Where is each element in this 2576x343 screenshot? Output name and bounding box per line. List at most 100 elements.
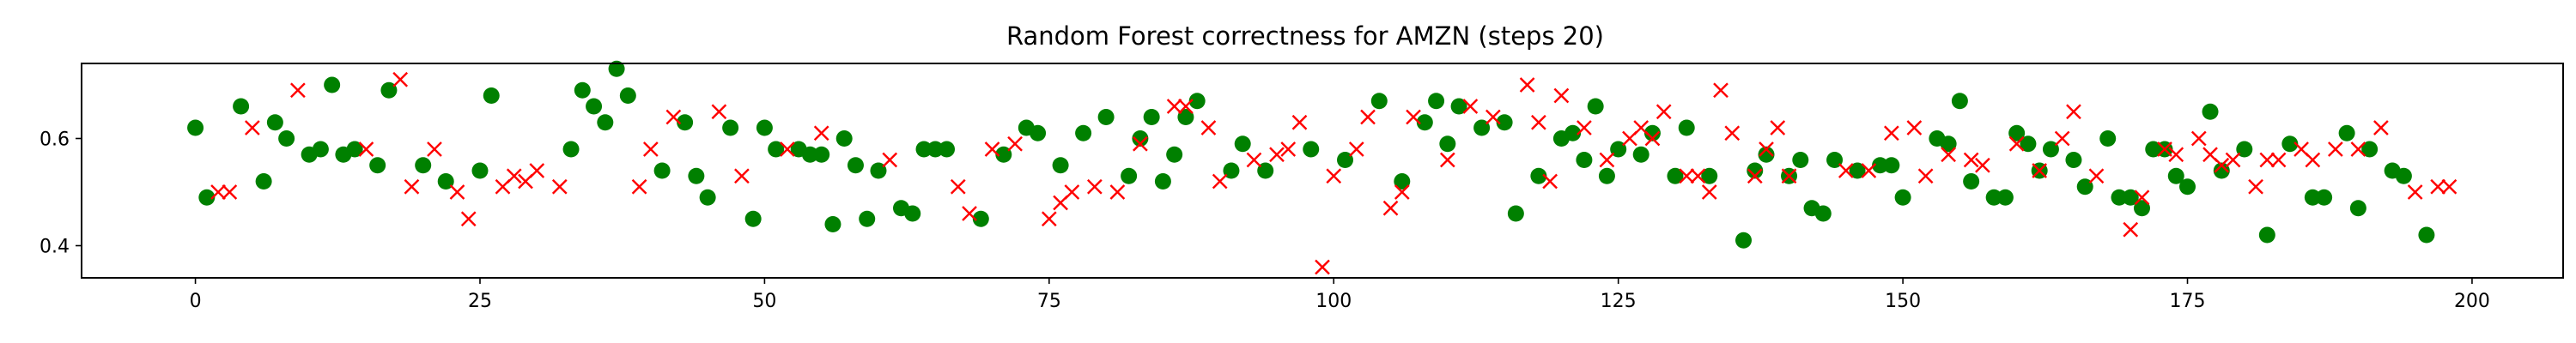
data-point-incorrect (1770, 120, 1786, 135)
data-point-correct (574, 81, 591, 99)
cross-stroke (780, 141, 795, 157)
data-point-correct (1814, 205, 1832, 222)
data-point-incorrect (358, 141, 374, 157)
cross-stroke (427, 141, 442, 157)
data-point-incorrect (2270, 152, 2287, 168)
data-point-incorrect (222, 184, 238, 200)
cross-stroke (1861, 163, 1877, 178)
data-point-correct (2395, 167, 2412, 184)
data-point-incorrect (1941, 147, 1956, 163)
data-point-correct (2065, 152, 2082, 168)
cross-stroke (2225, 152, 2241, 168)
cross-stroke (1485, 109, 1501, 125)
data-point-correct (870, 162, 887, 179)
data-point-correct (1439, 135, 1456, 153)
data-point-incorrect (1178, 99, 1194, 114)
data-point-incorrect (1542, 173, 1558, 190)
cross-stroke (2202, 147, 2218, 163)
data-point-incorrect (1485, 109, 1501, 125)
data-point-incorrect (1041, 211, 1057, 227)
data-point-correct (346, 141, 363, 158)
cross-stroke (1007, 135, 1023, 152)
data-point-correct (995, 146, 1012, 163)
data-point-correct (972, 210, 989, 227)
data-point-incorrect (1291, 114, 1308, 130)
data-point-correct (483, 87, 500, 104)
data-point-incorrect (1326, 168, 1342, 184)
data-point-incorrect (1724, 125, 1741, 141)
data-point-correct (437, 173, 454, 190)
data-point-correct (677, 114, 694, 131)
cross-stroke (2134, 190, 2150, 206)
data-point-correct (915, 141, 933, 158)
cross-stroke (2054, 130, 2070, 147)
cross-stroke (1439, 152, 1455, 168)
cross-stroke (1941, 147, 1956, 163)
data-point-correct (1370, 93, 1388, 110)
data-point-incorrect (1133, 135, 1148, 152)
cross-stroke (2430, 178, 2446, 195)
data-point-incorrect (1382, 200, 1399, 216)
cross-stroke (2088, 168, 2105, 184)
data-point-incorrect (1246, 152, 1262, 168)
data-point-correct (233, 98, 250, 115)
data-point-incorrect (1087, 178, 1103, 195)
y-axis-ticks: 0.4 0.6 (39, 129, 82, 258)
data-point-correct (653, 162, 671, 179)
cross-stroke (711, 104, 727, 120)
data-point-correct (2111, 189, 2128, 206)
data-point-correct (1496, 114, 1513, 131)
cross-stroke (1644, 130, 1661, 147)
data-point-correct (859, 210, 876, 227)
cross-stroke (665, 109, 682, 125)
data-point-incorrect (1838, 163, 1854, 178)
data-point-correct (266, 114, 283, 131)
data-point-correct (1610, 141, 1627, 158)
cross-stroke (1883, 125, 1899, 141)
data-point-correct (2042, 141, 2059, 158)
data-point-correct (927, 141, 944, 158)
cross-stroke (1599, 152, 1615, 168)
data-point-correct (1758, 146, 1775, 163)
data-point-correct (1951, 93, 1968, 110)
data-point-incorrect (427, 141, 442, 157)
data-point-correct (1416, 114, 1433, 131)
data-point-correct (1894, 189, 1911, 206)
cross-stroke (1701, 184, 1717, 200)
cross-stroke (1269, 147, 1285, 163)
cross-stroke (2373, 120, 2389, 135)
data-point-correct (1667, 167, 1684, 184)
data-point-correct (1143, 109, 1160, 125)
data-point-correct (1940, 135, 1957, 153)
cross-stroke (1087, 178, 1103, 195)
cross-stroke (1462, 99, 1479, 114)
cross-stroke (1917, 168, 1934, 184)
x-tick-label: 100 (1315, 291, 1352, 312)
data-point-incorrect (2248, 178, 2263, 195)
data-point-correct (1030, 124, 1047, 141)
cross-stroke (882, 152, 898, 168)
cross-stroke (449, 184, 465, 200)
cross-stroke (1747, 168, 1763, 184)
data-point-incorrect (1315, 259, 1330, 275)
data-point-incorrect (984, 141, 1000, 157)
cross-stroke (950, 178, 966, 195)
x-tick-label: 200 (2454, 291, 2490, 312)
x-tick-label: 0 (190, 291, 202, 312)
cross-stroke (2328, 141, 2343, 157)
y-tick-label: 0.4 (39, 237, 70, 258)
data-point-correct (1154, 173, 1171, 190)
data-point-correct (1564, 124, 1582, 141)
cross-stroke (222, 184, 238, 200)
cross-stroke (290, 82, 306, 99)
cross-stroke (2123, 221, 2139, 238)
data-point-incorrect (711, 104, 727, 120)
x-tick-label: 175 (2170, 291, 2206, 312)
data-point-incorrect (1348, 141, 1364, 157)
cross-stroke (1041, 211, 1057, 227)
cross-stroke (1315, 259, 1330, 275)
data-point-incorrect (2407, 184, 2423, 200)
data-point-incorrect (1906, 120, 1923, 135)
data-point-correct (722, 119, 739, 136)
cross-stroke (1770, 120, 1786, 135)
